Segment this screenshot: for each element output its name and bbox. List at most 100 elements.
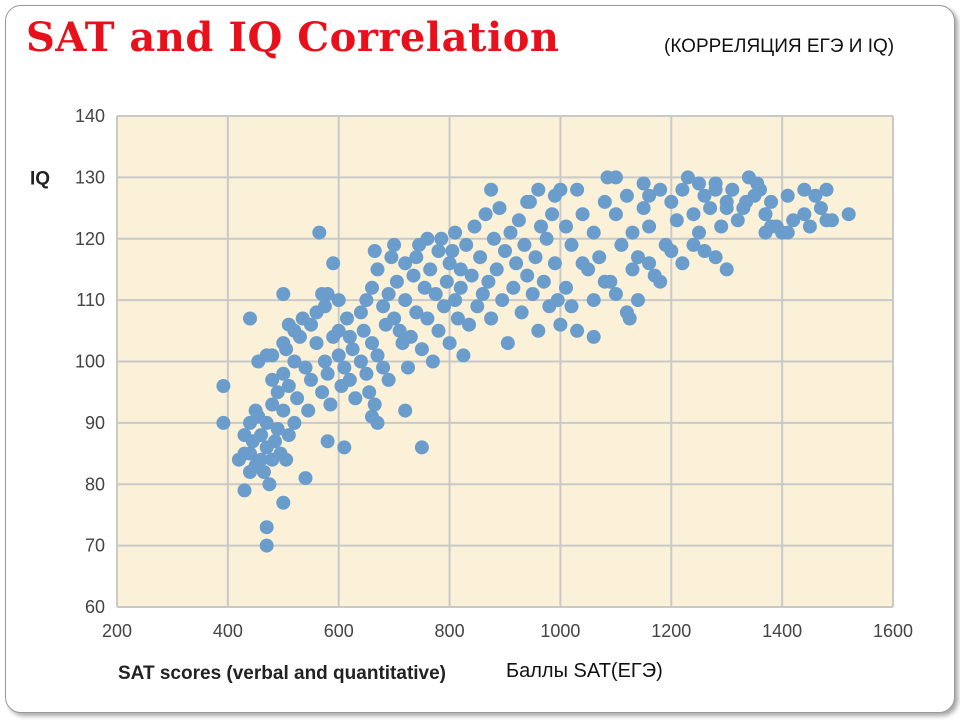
data-point [553, 182, 568, 197]
data-point [586, 329, 601, 344]
data-point [243, 446, 257, 461]
y-tick-label: 130 [75, 167, 105, 187]
data-point [597, 194, 612, 209]
data-point [356, 323, 371, 338]
data-point [653, 182, 668, 197]
data-point [653, 274, 668, 289]
data-point [642, 219, 657, 234]
data-point [467, 219, 482, 234]
data-point [381, 287, 396, 301]
data-point [406, 268, 421, 283]
data-point [387, 311, 402, 326]
data-point [425, 354, 440, 369]
data-point [409, 305, 424, 320]
data-point [625, 262, 640, 277]
data-point [719, 201, 734, 216]
data-point [642, 188, 657, 203]
data-point [813, 201, 828, 216]
data-point [686, 207, 701, 222]
data-point [559, 219, 573, 234]
data-point [243, 415, 257, 430]
y-tick-label: 110 [76, 290, 105, 310]
data-point [342, 372, 357, 387]
data-point [703, 201, 718, 216]
data-point [317, 299, 332, 314]
data-point [797, 207, 812, 222]
data-point [287, 354, 302, 369]
data-point [301, 403, 316, 418]
data-point [381, 372, 396, 387]
y-tick-label: 90 [85, 413, 105, 433]
data-point [506, 280, 521, 295]
data-point [570, 323, 585, 338]
data-point [392, 323, 407, 338]
data-point [619, 188, 634, 203]
data-point [365, 409, 379, 424]
data-point [730, 213, 745, 228]
data-point [514, 305, 529, 320]
data-point [348, 391, 363, 406]
x-tick-label: 600 [324, 621, 354, 641]
data-point [414, 342, 429, 357]
data-point [268, 434, 282, 449]
data-point [547, 256, 562, 271]
data-point [564, 237, 579, 252]
data-point [342, 329, 357, 344]
data-point [631, 250, 645, 265]
x-tick-label: 1000 [540, 621, 580, 641]
data-point [367, 397, 382, 412]
data-point [270, 385, 285, 400]
data-point [464, 268, 479, 283]
data-point [550, 293, 565, 308]
data-point [276, 403, 291, 418]
data-point [459, 237, 474, 252]
data-point [276, 336, 291, 351]
data-point [819, 213, 834, 228]
data-point [664, 244, 679, 258]
data-point [608, 207, 623, 222]
data-point [489, 262, 504, 277]
data-point [614, 237, 629, 252]
data-point [337, 440, 352, 455]
data-point [298, 471, 313, 486]
data-point [340, 311, 354, 326]
data-point [780, 225, 795, 240]
data-point [802, 219, 817, 234]
data-point [575, 207, 590, 222]
data-point [428, 287, 443, 301]
data-point [575, 256, 590, 271]
data-point [420, 311, 435, 326]
x-tick-label: 1200 [651, 621, 691, 641]
data-point [304, 372, 318, 387]
data-point [320, 366, 335, 381]
data-point [320, 434, 335, 449]
y-tick-label: 120 [75, 229, 105, 249]
data-point [326, 256, 341, 271]
data-point [478, 207, 493, 222]
x-axis-label-russian: Баллы SAT(ЕГЭ) [506, 660, 663, 682]
data-point [631, 293, 645, 308]
data-point [764, 219, 779, 234]
data-point [525, 287, 540, 301]
data-point [254, 452, 269, 467]
y-tick-label: 70 [85, 536, 105, 556]
y-tick-label: 60 [85, 597, 105, 617]
data-point [265, 397, 280, 412]
data-point [475, 287, 490, 301]
data-point [353, 305, 368, 320]
data-point [259, 415, 274, 430]
x-tick-label: 1400 [762, 621, 802, 641]
data-point [320, 287, 335, 301]
data-point [608, 170, 623, 185]
data-point [398, 403, 413, 418]
data-point [481, 274, 496, 289]
data-point [484, 182, 499, 197]
data-point [420, 231, 435, 246]
data-point [686, 237, 701, 252]
data-point [445, 244, 460, 258]
data-point [281, 379, 296, 393]
data-point [758, 207, 773, 222]
data-point [448, 225, 463, 240]
data-point [312, 225, 327, 240]
